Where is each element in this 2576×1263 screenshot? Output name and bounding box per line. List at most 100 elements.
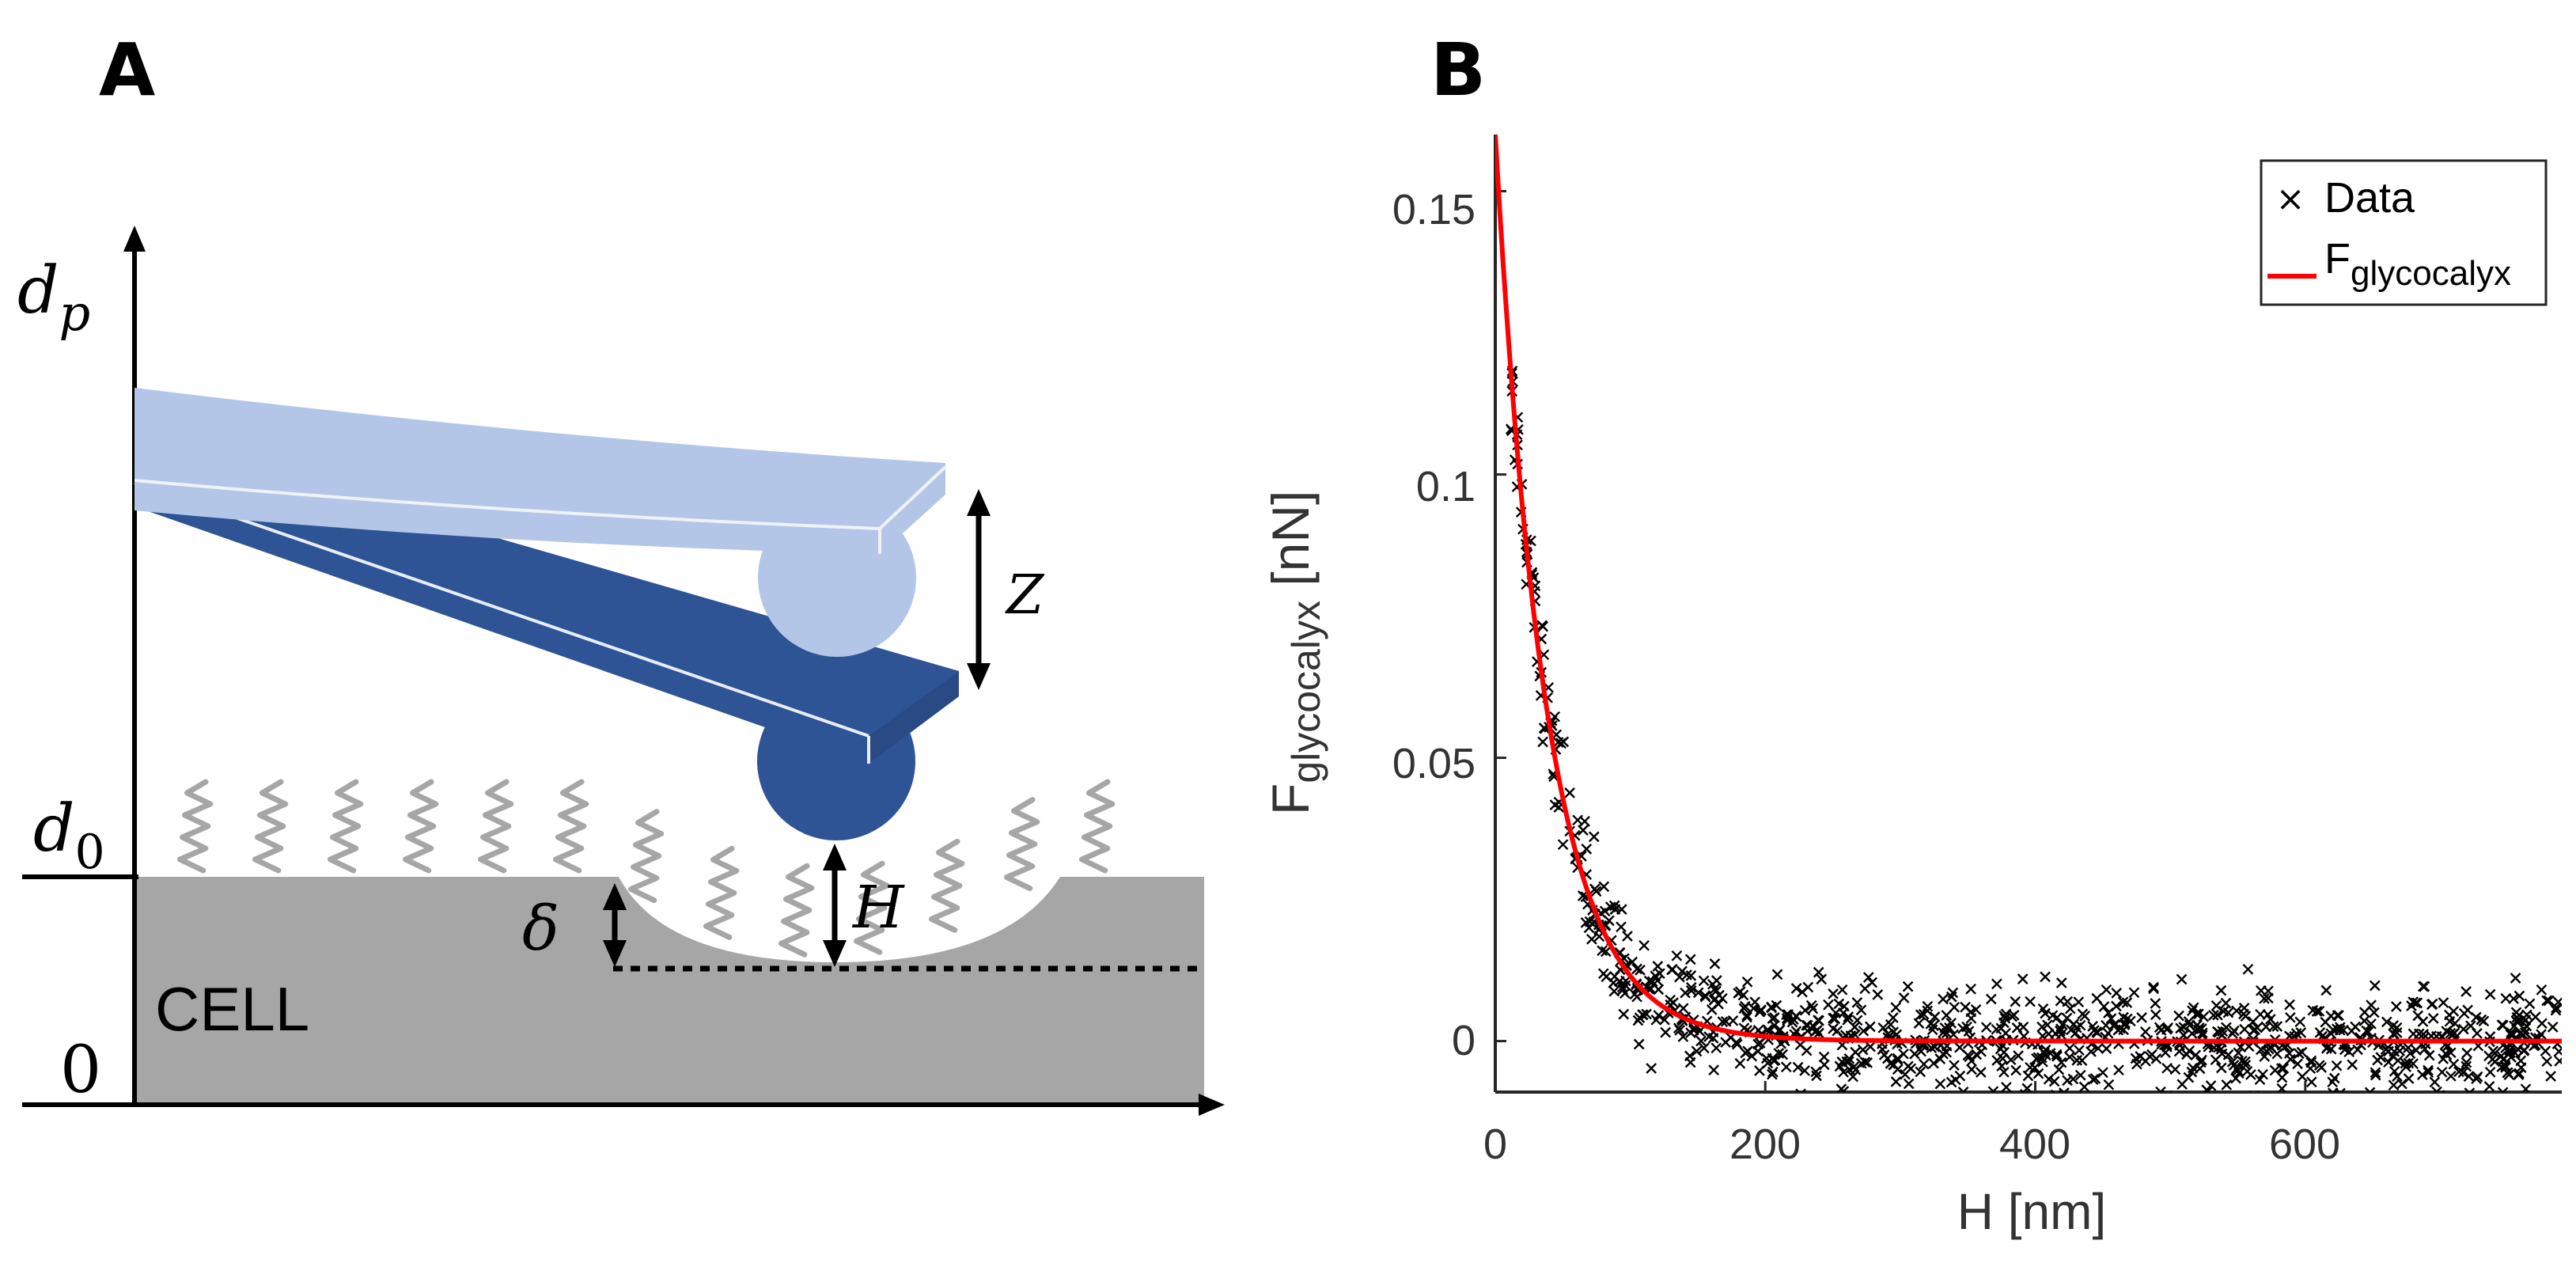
- xtick-label-0: 0: [1483, 1121, 1507, 1168]
- data-point: [1801, 1045, 1813, 1056]
- data-point: [2073, 1112, 2082, 1121]
- data-point: [1859, 1056, 1871, 1068]
- data-point: [1762, 1024, 1774, 1035]
- data-point: [2358, 1015, 2370, 1026]
- data-point: [1922, 1005, 1934, 1017]
- data-point: [1975, 1067, 1987, 1078]
- glycocalyx-chains: [177, 779, 1116, 958]
- data-point: [2518, 1023, 2530, 1035]
- data-point: [2396, 1078, 2407, 1090]
- ytick-label-0.05: 0.05: [1392, 740, 1476, 787]
- data-point: [1929, 1011, 1941, 1022]
- data-point: [2121, 997, 2133, 1008]
- data-point: [2331, 1060, 2343, 1071]
- data-point: [2461, 1047, 2473, 1059]
- data-point: [1782, 1015, 1793, 1026]
- data-point: [2369, 980, 2381, 992]
- data-point: [2418, 1029, 2429, 1040]
- data-point: [2407, 1058, 2419, 1070]
- data-point: [2553, 1045, 2562, 1057]
- data-point: [2285, 1011, 2296, 1023]
- data-point: [2510, 973, 2521, 984]
- data-point: [2320, 984, 2332, 996]
- data-point: [2458, 1007, 2470, 1019]
- data-point: [1957, 1087, 1969, 1092]
- data-point: [1929, 1041, 1941, 1052]
- data-point: [1903, 1078, 1915, 1090]
- data-point: [1882, 1028, 1894, 1040]
- data-point: [2228, 1060, 2240, 1071]
- data-point: [2101, 1043, 2112, 1054]
- ytick-label-0: 0: [1452, 1017, 1476, 1064]
- data-point: [2438, 997, 2449, 1008]
- data-point: [1616, 921, 1627, 933]
- data-point: [1965, 1006, 1977, 1018]
- data-point: [1660, 1026, 1672, 1038]
- data-point: [2307, 1004, 2319, 1016]
- data-point: [2131, 1058, 2142, 1070]
- data-point: [2426, 998, 2438, 1010]
- data-point: [2201, 1084, 2212, 1092]
- data-point: [2403, 1073, 2415, 1084]
- data-point: [2178, 1030, 2189, 1041]
- data-point: [1865, 1041, 1876, 1052]
- data-point: [1799, 1065, 1810, 1076]
- data-point: [2032, 1068, 2044, 1079]
- data-point: [2043, 1028, 2055, 1040]
- data-point: [2025, 996, 2036, 1007]
- data-point: [1773, 1026, 1785, 1037]
- data-point: [1949, 1001, 1960, 1013]
- data-point: [2364, 1087, 2376, 1092]
- data-point: [1557, 839, 1569, 851]
- data-point: [1581, 844, 1593, 855]
- data-point: [1941, 1010, 1953, 1021]
- data-point: [2305, 1055, 2317, 1067]
- data-point: [2213, 1041, 2224, 1053]
- data-point: [2001, 1082, 2012, 1092]
- glycocalyx-chain: [328, 779, 364, 874]
- data-point: [1913, 1018, 1925, 1029]
- data-point: [1905, 1063, 1917, 1075]
- data-point: [2175, 1022, 2186, 1034]
- data-point: [2021, 1083, 2033, 1092]
- cantilever-rest: [134, 388, 947, 657]
- data-point: [1717, 1016, 1729, 1027]
- data-point: [1945, 1017, 1957, 1029]
- data-point: [1685, 970, 1697, 981]
- x-axis-title: H [nm]: [1957, 1183, 2106, 1240]
- data-point: [1616, 981, 1628, 993]
- glycocalyx-chain: [403, 779, 439, 874]
- data-point: [1816, 973, 1828, 985]
- data-point: [2240, 1011, 2252, 1022]
- data-point: [2098, 1001, 2110, 1012]
- data-point: [1674, 971, 1685, 983]
- data-point: [2245, 1069, 2256, 1080]
- data-point: [1708, 1064, 1720, 1076]
- data-point: [1925, 1018, 1937, 1030]
- data-point: [1948, 1029, 1960, 1041]
- data-point: [2022, 1070, 2034, 1082]
- data-point: [2296, 1046, 2308, 1058]
- data-point: [2254, 1101, 2263, 1110]
- data-point: [1698, 975, 1710, 987]
- data-point: [2391, 1001, 2402, 1012]
- data-point: [2513, 1068, 2525, 1079]
- data-point: [2197, 1027, 2208, 1039]
- data-point: [2294, 1016, 2306, 1028]
- data-point: [1836, 984, 1848, 996]
- d0-label: d0: [33, 791, 105, 880]
- data-point: [1635, 965, 1646, 976]
- ytick-label-0.15: 0.15: [1392, 186, 1476, 233]
- data-point: [2242, 1094, 2252, 1103]
- data-point: [1652, 961, 1664, 972]
- cantilever-rest-highlight: [134, 465, 947, 531]
- data-point: [1795, 1088, 1806, 1092]
- data-point: [2017, 973, 2029, 984]
- data-point: [1609, 904, 1621, 915]
- data-point: [2066, 1024, 2077, 1036]
- data-point: [2064, 1051, 2075, 1063]
- data-point: [2547, 1022, 2559, 1033]
- data-point: [2221, 1079, 2233, 1090]
- data-point: [1915, 1066, 1926, 1078]
- data-point: [1685, 981, 1697, 993]
